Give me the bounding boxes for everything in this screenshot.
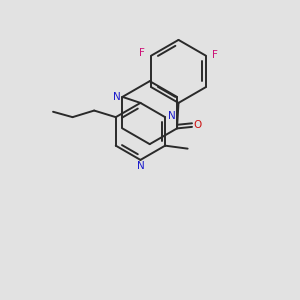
Text: N: N [168,111,176,121]
Text: N: N [136,161,144,172]
Text: F: F [212,50,218,60]
Text: O: O [193,120,202,130]
Text: F: F [139,48,145,58]
Text: N: N [112,92,120,102]
